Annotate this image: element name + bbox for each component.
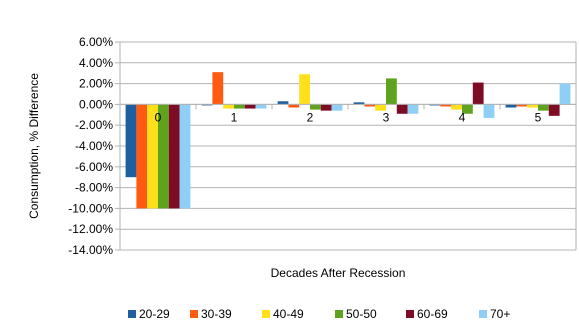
tick-labels: 6.00% 4.00% 2.00% 0.00% -2.00% -4.00% -6.00% -8… — [68, 35, 541, 257]
bar — [158, 104, 169, 209]
y-tick-label: -8.00% — [75, 181, 113, 195]
bar — [559, 83, 571, 105]
bar — [136, 104, 148, 209]
bar — [472, 82, 484, 105]
bar — [364, 104, 376, 107]
x-tick-label: 2 — [307, 110, 314, 124]
legend-swatch — [262, 310, 270, 318]
bar — [396, 104, 408, 114]
bar — [212, 72, 224, 105]
y-tick-label: -6.00% — [75, 160, 113, 174]
legend: 20-29 30-39 40-49 50-50 60-69 70+ — [128, 307, 510, 321]
bar — [331, 104, 343, 111]
bar — [375, 104, 386, 111]
y-tick-label: 2.00% — [79, 77, 113, 91]
bar — [125, 104, 137, 178]
y-tick-label: 4.00% — [79, 56, 113, 70]
bar — [310, 104, 321, 110]
legend-item: 20-29 — [128, 307, 170, 321]
x-tick-label: 5 — [535, 110, 542, 124]
bar — [548, 104, 560, 116]
bar — [234, 104, 245, 109]
bar — [538, 104, 549, 111]
bar — [168, 104, 180, 209]
bar — [255, 104, 267, 109]
bar — [320, 104, 332, 111]
legend-item: 30-39 — [190, 307, 232, 321]
y-tick-label: -4.00% — [75, 139, 113, 153]
legend-item: 50-50 — [335, 307, 377, 321]
x-tick-label: 0 — [155, 110, 162, 124]
y-tick-label: 6.00% — [79, 35, 113, 49]
y-axis-title: Consumption, % Difference — [27, 73, 41, 219]
x-tick-label: 4 — [459, 110, 466, 124]
bar — [483, 104, 495, 118]
axes — [115, 41, 577, 251]
legend-swatch — [190, 310, 198, 318]
bars — [125, 72, 571, 209]
legend-item: 40-49 — [262, 307, 304, 321]
y-tick-label: -10.00% — [68, 201, 113, 215]
bar — [527, 104, 538, 108]
bar — [179, 104, 191, 209]
bar — [386, 78, 397, 105]
bar — [147, 104, 158, 209]
bar — [299, 74, 310, 105]
legend-swatch — [128, 310, 136, 318]
x-tick-label: 1 — [231, 110, 238, 124]
gridlines — [120, 41, 576, 251]
legend-swatch — [406, 310, 414, 318]
y-tick-label: -2.00% — [75, 118, 113, 132]
bar — [244, 104, 256, 109]
x-tick-label: 3 — [383, 110, 390, 124]
bar — [505, 104, 517, 108]
bar — [429, 104, 441, 106]
y-tick-label: -12.00% — [68, 222, 113, 236]
legend-swatch — [479, 310, 487, 318]
legend-label: 20-29 — [139, 307, 170, 321]
y-tick-label: -14.00% — [68, 243, 113, 257]
bar — [277, 101, 289, 105]
bar — [451, 104, 462, 110]
legend-label: 60-69 — [417, 307, 448, 321]
bar — [201, 104, 213, 106]
bar — [462, 104, 473, 114]
legend-swatch — [335, 310, 343, 318]
legend-label: 40-49 — [273, 307, 304, 321]
bar — [440, 104, 452, 107]
legend-label: 30-39 — [201, 307, 232, 321]
legend-label: 50-50 — [346, 307, 377, 321]
bar — [407, 104, 419, 114]
legend-label: 70+ — [490, 307, 510, 321]
bar — [516, 104, 528, 107]
y-tick-label: 0.00% — [79, 97, 113, 111]
legend-item: 70+ — [479, 307, 510, 321]
bar — [353, 102, 365, 105]
bar — [288, 104, 300, 108]
x-axis-title: Decades After Recession — [271, 266, 406, 280]
bar — [223, 104, 234, 109]
legend-item: 60-69 — [406, 307, 448, 321]
